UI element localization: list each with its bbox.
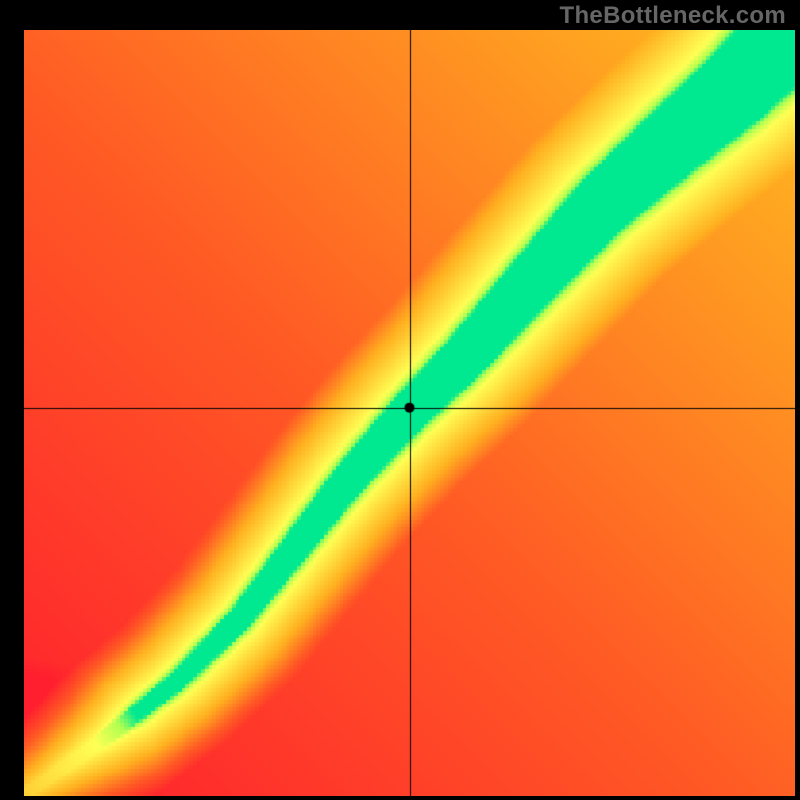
heatmap-canvas: [24, 30, 795, 796]
attribution-text: TheBottleneck.com: [560, 2, 786, 30]
chart-container: TheBottleneck.com: [0, 0, 800, 800]
